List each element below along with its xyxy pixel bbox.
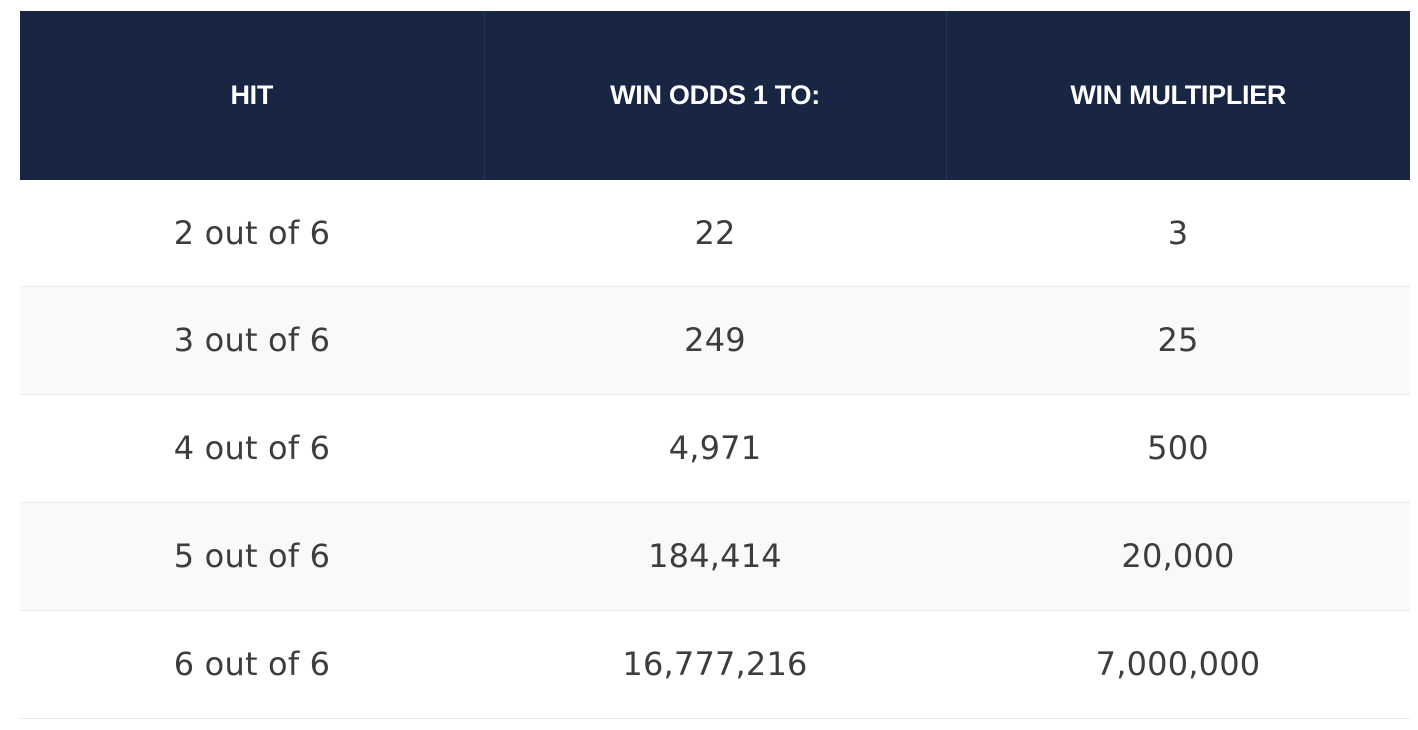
table-row: 2 out of 6 22 3 (20, 180, 1410, 287)
hit-cell: 2 out of 6 (20, 180, 484, 287)
hit-cell: 4 out of 6 (20, 394, 484, 503)
table-row: 5 out of 6 184,414 20,000 (20, 502, 1410, 611)
table-row: 6 out of 6 16,777,216 7,000,000 (20, 610, 1410, 719)
win-multiplier-cell: 3 (946, 180, 1410, 287)
column-header-hit: HIT (20, 11, 485, 180)
win-odds-cell: 22 (484, 180, 946, 287)
win-odds-cell: 249 (484, 286, 946, 395)
win-multiplier-cell: 25 (946, 286, 1410, 395)
hit-cell: 3 out of 6 (20, 286, 484, 395)
table-row: 3 out of 6 249 25 (20, 286, 1410, 395)
table-body: 2 out of 6 22 3 3 out of 6 249 25 4 out … (20, 180, 1410, 719)
win-multiplier-cell: 20,000 (946, 502, 1410, 611)
win-odds-cell: 4,971 (484, 394, 946, 503)
win-odds-cell: 16,777,216 (484, 610, 946, 719)
table-row: 4 out of 6 4,971 500 (20, 394, 1410, 503)
column-header-win-multiplier: WIN MULTIPLIER (946, 11, 1410, 180)
column-header-win-odds: WIN ODDS 1 TO: (484, 11, 947, 180)
hit-cell: 5 out of 6 (20, 502, 484, 611)
hit-cell: 6 out of 6 (20, 610, 484, 719)
header-row: HIT WIN ODDS 1 TO: WIN MULTIPLIER (20, 11, 1410, 180)
win-odds-cell: 184,414 (484, 502, 946, 611)
win-multiplier-cell: 500 (946, 394, 1410, 503)
win-multiplier-cell: 7,000,000 (946, 610, 1410, 719)
odds-table: HIT WIN ODDS 1 TO: WIN MULTIPLIER 2 out … (20, 11, 1410, 719)
table-header: HIT WIN ODDS 1 TO: WIN MULTIPLIER (20, 11, 1410, 180)
